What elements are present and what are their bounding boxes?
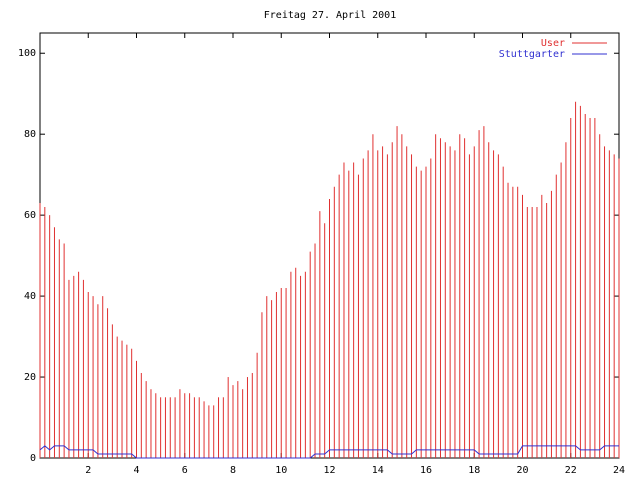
y-tick-label: 40 (24, 291, 36, 302)
x-tick-label: 8 (230, 465, 236, 476)
x-tick-label: 2 (85, 465, 91, 476)
x-tick-label: 16 (420, 465, 432, 476)
y-tick-label: 60 (24, 210, 36, 221)
x-tick-label: 14 (372, 465, 384, 476)
legend-label: Stuttgarter (499, 49, 565, 60)
x-tick-label: 10 (275, 465, 287, 476)
x-tick-label: 18 (468, 465, 480, 476)
x-tick-label: 12 (323, 465, 335, 476)
y-tick-label: 100 (18, 48, 36, 59)
x-tick-label: 20 (516, 465, 528, 476)
x-tick-label: 6 (182, 465, 188, 476)
x-tick-label: 24 (613, 465, 625, 476)
legend-label: User (541, 38, 565, 49)
chart-title: Freitag 27. April 2001 (264, 10, 396, 21)
y-tick-label: 0 (30, 453, 36, 464)
y-tick-label: 20 (24, 372, 36, 383)
y-tick-label: 80 (24, 129, 36, 140)
x-tick-label: 4 (133, 465, 139, 476)
series-line (39, 445, 619, 459)
x-tick-label: 22 (565, 465, 577, 476)
